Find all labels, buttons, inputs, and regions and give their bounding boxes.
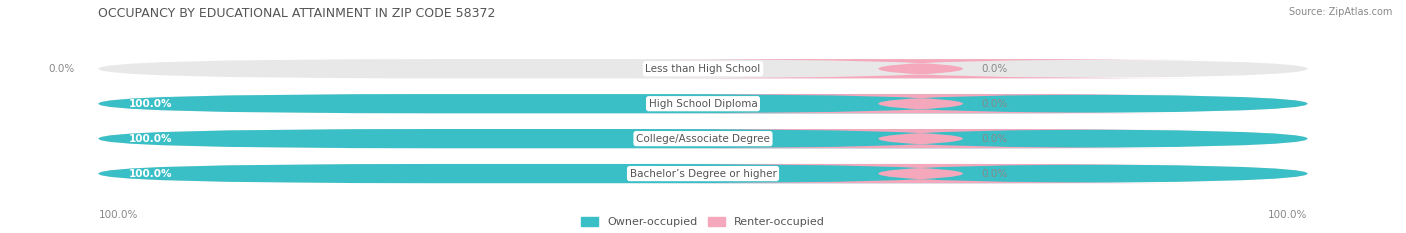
FancyBboxPatch shape [98,164,1308,183]
Text: 0.0%: 0.0% [48,64,75,74]
FancyBboxPatch shape [630,164,1211,183]
FancyBboxPatch shape [98,129,1308,148]
Text: 100.0%: 100.0% [129,169,172,178]
FancyBboxPatch shape [98,164,1308,183]
Text: High School Diploma: High School Diploma [648,99,758,109]
FancyBboxPatch shape [630,59,1211,78]
FancyBboxPatch shape [98,94,1308,113]
FancyBboxPatch shape [630,94,1211,113]
Text: 100.0%: 100.0% [129,99,172,109]
Text: Source: ZipAtlas.com: Source: ZipAtlas.com [1288,7,1392,17]
Text: College/Associate Degree: College/Associate Degree [636,134,770,144]
Text: 0.0%: 0.0% [981,99,1007,109]
Text: 100.0%: 100.0% [98,210,138,220]
Text: 100.0%: 100.0% [1268,210,1308,220]
FancyBboxPatch shape [98,59,1308,78]
FancyBboxPatch shape [630,129,1211,148]
Text: 100.0%: 100.0% [129,134,172,144]
Text: 0.0%: 0.0% [981,134,1007,144]
Text: Bachelor’s Degree or higher: Bachelor’s Degree or higher [630,169,776,178]
FancyBboxPatch shape [98,94,1308,113]
Text: Less than High School: Less than High School [645,64,761,74]
Text: 0.0%: 0.0% [981,64,1007,74]
Text: OCCUPANCY BY EDUCATIONAL ATTAINMENT IN ZIP CODE 58372: OCCUPANCY BY EDUCATIONAL ATTAINMENT IN Z… [98,7,496,20]
FancyBboxPatch shape [98,129,1308,148]
Text: 0.0%: 0.0% [981,169,1007,178]
Legend: Owner-occupied, Renter-occupied: Owner-occupied, Renter-occupied [581,217,825,227]
